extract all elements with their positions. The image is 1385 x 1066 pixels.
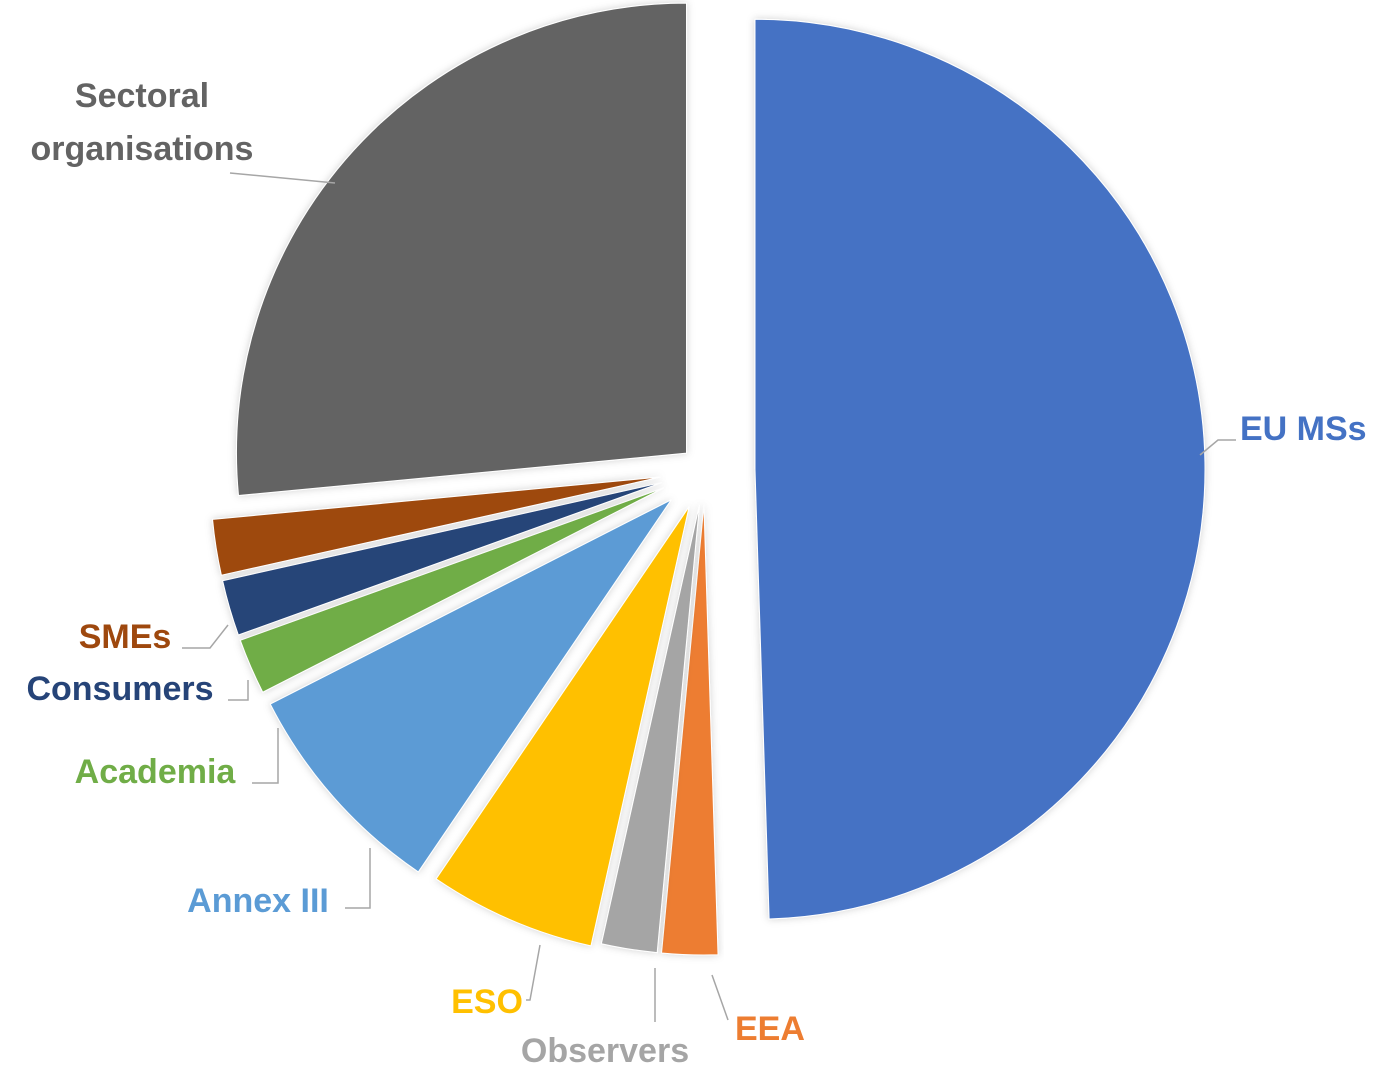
leader-line-annex-iii <box>345 848 371 909</box>
slice-label-smes: SMEs <box>79 618 172 656</box>
slice-label-eso: ESO <box>451 983 523 1021</box>
pie-slice-sectoral-organisations <box>236 2 688 497</box>
pie-slice-eu-mss <box>754 18 1206 920</box>
slice-label-observers: Observers <box>521 1032 689 1066</box>
pie-slice-smes <box>212 476 661 576</box>
leader-line-eea <box>711 974 729 1021</box>
slice-label-annex-iii: Annex III <box>187 882 329 920</box>
slice-label-line: Sectoral <box>75 77 209 115</box>
slice-label-line: Annex III <box>187 882 329 920</box>
leader-lines <box>182 172 1236 1022</box>
slice-label-line: EEA <box>735 1010 805 1048</box>
slice-label-line: ESO <box>451 983 523 1021</box>
pie-slices <box>212 2 1206 956</box>
slice-label-line: Consumers <box>26 670 213 708</box>
slice-label-consumers: Consumers <box>26 670 213 708</box>
leader-line-sectoral-organisations <box>229 172 336 184</box>
leader-line-eso <box>526 944 541 1001</box>
pie-slice-observers <box>600 504 701 954</box>
leader-line-smes <box>182 624 229 649</box>
slice-label-line: EU MSs <box>1240 410 1367 448</box>
pie-slice-eso <box>435 506 690 947</box>
slice-label-academia: Academia <box>75 753 237 791</box>
leader-line-consumers <box>228 680 249 701</box>
leader-line-eu-mss <box>1199 439 1236 456</box>
pie-slice-consumers <box>222 482 662 636</box>
slice-label-eu-mss: EU MSs <box>1240 410 1367 448</box>
pie-slice-academia <box>239 487 664 693</box>
slice-label-line: Academia <box>75 753 237 791</box>
slice-label-line: Observers <box>521 1032 689 1066</box>
slice-label-line: organisations <box>31 130 254 168</box>
pie-slice-annex-iii <box>269 499 672 873</box>
pie-slice-eea <box>661 504 719 956</box>
slice-label-line: SMEs <box>79 618 172 656</box>
slice-labels: EU MSs EEA Observers ESO Annex III Academia Co… <box>26 77 1366 1066</box>
slice-label-sectoral-organisations: Sectoral organisations <box>31 77 254 168</box>
slice-label-eea: EEA <box>735 1010 805 1048</box>
leader-line-academia <box>252 728 279 784</box>
